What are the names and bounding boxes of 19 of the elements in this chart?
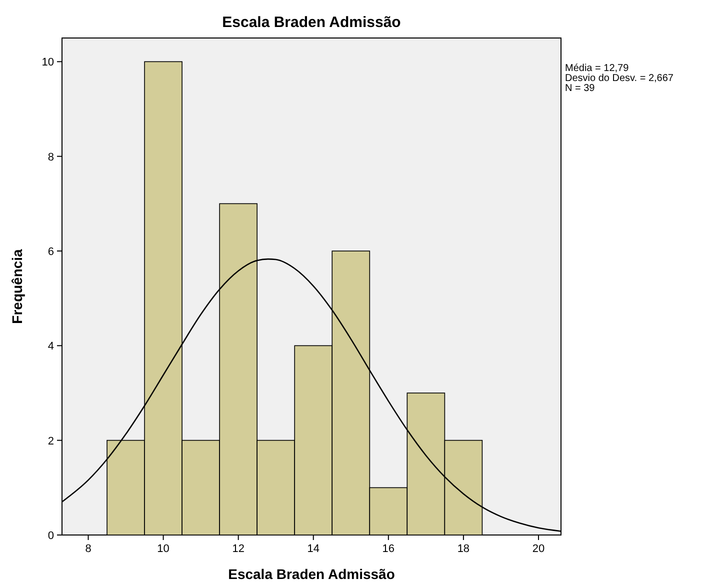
text: Média = 12,79 <box>565 63 630 74</box>
y-tick-label: 10 <box>42 56 54 69</box>
x-tick-label: 12 <box>232 543 244 555</box>
y-tick-label: 8 <box>48 151 54 164</box>
y-tick-label: 4 <box>48 340 54 353</box>
x-tick-label: 10 <box>157 543 170 555</box>
x-tick-label: 20 <box>532 543 545 555</box>
y-tick-label: 2 <box>48 435 54 448</box>
x-tick-label: 18 <box>457 543 470 555</box>
x-tick-label: 8 <box>85 543 92 555</box>
x-axis-title: Escala Braden Admissão <box>228 566 395 582</box>
x-tick-label: 16 <box>382 543 395 555</box>
y-tick-label: 0 <box>48 530 54 542</box>
text: N = 39 <box>565 83 596 94</box>
x-tick-label: 14 <box>307 543 320 555</box>
text: Desvio do Desv. = 2,667 <box>565 73 674 84</box>
y-tick-label: 6 <box>48 246 54 258</box>
y-axis-title: Frequência <box>9 248 25 324</box>
chart-title: Escala Braden Admissão <box>222 14 401 31</box>
